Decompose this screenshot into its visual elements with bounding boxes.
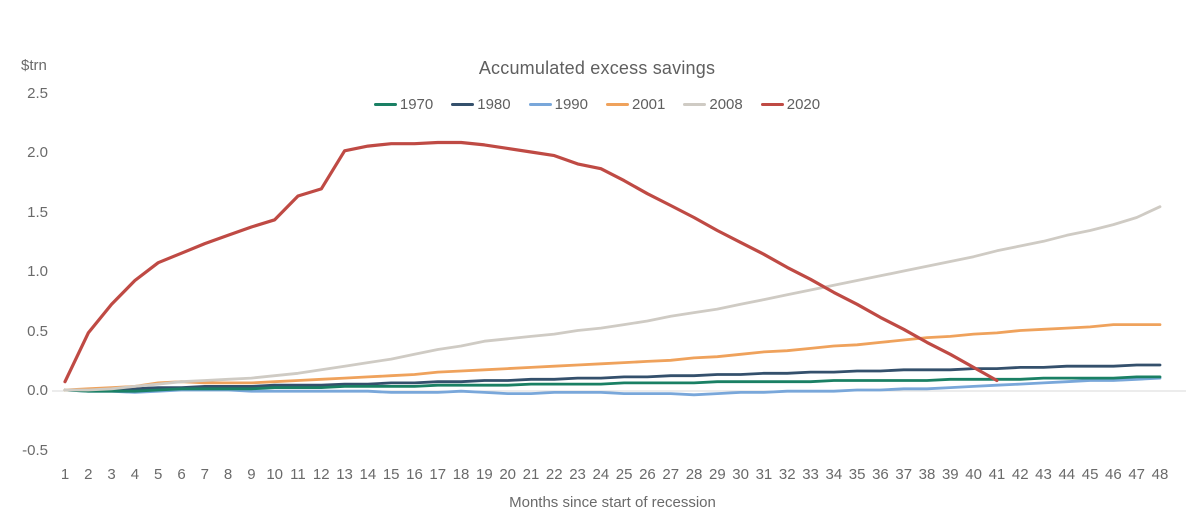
x-tick-label: 36: [872, 466, 889, 483]
legend-item-2008[interactable]: 2008: [683, 96, 743, 113]
x-tick-label: 41: [988, 466, 1006, 483]
x-axis-title: Months since start of recession: [509, 494, 716, 511]
x-tick-label: 23: [569, 466, 586, 483]
legend-swatch-1990: [528, 103, 552, 106]
x-tick-label: 47: [1128, 466, 1146, 483]
x-tick-label: 44: [1058, 466, 1076, 483]
y-tick-label: -0.5: [22, 441, 48, 459]
x-tick-label: 10: [266, 466, 284, 483]
x-tick-label: 6: [177, 466, 186, 483]
legend-swatch-2020: [760, 103, 784, 106]
x-tick-label: 11: [290, 466, 306, 483]
y-tick-label: 2.0: [27, 144, 48, 161]
x-tick-label: 18: [452, 466, 470, 483]
x-tick-label: 46: [1105, 466, 1122, 483]
y-tick-label: 1.5: [27, 203, 48, 221]
legend-item-2020[interactable]: 2020: [760, 96, 821, 113]
x-tick-label: 13: [336, 466, 353, 483]
legend-swatch-2001: [606, 103, 629, 106]
x-tick-label: 24: [592, 466, 610, 483]
legend-item-1990[interactable]: 1990: [528, 96, 588, 113]
x-tick-label: 28: [685, 466, 703, 483]
series-line-2001[interactable]: [63, 323, 1162, 392]
x-tick-label: 14: [359, 466, 377, 483]
series-line-1970[interactable]: [63, 375, 1162, 393]
x-tick-label: 48: [1151, 466, 1169, 483]
series-line-1990[interactable]: [63, 376, 1162, 397]
x-tick-label: 25: [615, 466, 633, 483]
x-tick-label: 43: [1035, 466, 1052, 483]
x-tick-label: 21: [522, 466, 540, 483]
x-tick-label: 20: [499, 466, 516, 483]
x-tick-label: 1: [60, 466, 70, 483]
x-tick-label: 22: [545, 466, 563, 483]
x-tick-label: 30: [732, 466, 749, 483]
legend-swatch-1970: [373, 103, 397, 106]
legend-swatch-2008: [683, 103, 707, 106]
x-tick-label: 42: [1011, 466, 1029, 483]
x-tick-label: 3: [107, 466, 116, 483]
legend-label: 1990: [554, 96, 588, 113]
legend-label: 1970: [399, 96, 434, 113]
x-tick-label: 2: [84, 466, 93, 483]
legend-swatch-1980: [451, 103, 475, 106]
series-line-2008[interactable]: [63, 205, 1162, 392]
x-tick-label: 5: [154, 466, 163, 483]
legend-label: 2020: [786, 96, 821, 113]
x-tick-label: 26: [639, 466, 656, 483]
x-tick-label: 32: [778, 466, 796, 483]
x-tick-label: 27: [662, 466, 680, 483]
x-tick-label: 31: [755, 466, 773, 483]
series-line-2020[interactable]: [63, 140, 999, 384]
x-tick-label: 37: [895, 466, 913, 483]
x-tick-label: 35: [848, 466, 866, 483]
x-tick-label: 29: [708, 466, 726, 483]
x-tick-label: 39: [941, 466, 959, 483]
chart-title: Accumulated excess savings: [478, 58, 716, 78]
x-tick-label: 45: [1081, 466, 1099, 483]
legend: 1970 1980 1990 2001 2008 2020: [0, 96, 1194, 113]
x-tick-label: 17: [429, 466, 447, 483]
x-tick-label: 7: [200, 466, 209, 483]
legend-label: 2001: [632, 96, 666, 113]
y-tick-label: 2.5: [27, 84, 48, 102]
y-axis-unit-label: $trn: [21, 57, 47, 74]
y-tick-label: 1.0: [27, 263, 48, 280]
x-tick-label: 15: [382, 466, 400, 483]
y-tick-label: 0.0: [27, 382, 48, 399]
legend-label: 2008: [709, 96, 743, 113]
x-tick-label: 19: [476, 466, 493, 483]
legend-label: 1980: [477, 96, 511, 113]
legend-item-1980[interactable]: 1980: [451, 96, 511, 113]
x-tick-label: 34: [825, 466, 843, 483]
x-tick-label: 40: [965, 466, 982, 483]
x-tick-label: 9: [247, 466, 256, 483]
x-tick-label: 8: [223, 466, 233, 483]
legend-item-1970[interactable]: 1970: [373, 96, 434, 113]
y-tick-label: 0.5: [27, 322, 48, 340]
x-tick-label: 16: [406, 466, 423, 483]
x-tick-label: 38: [918, 466, 936, 483]
x-tick-label: 33: [802, 466, 819, 483]
legend-item-2001[interactable]: 2001: [606, 96, 665, 113]
x-tick-label: 4: [130, 466, 140, 483]
x-tick-label: 12: [312, 466, 330, 483]
